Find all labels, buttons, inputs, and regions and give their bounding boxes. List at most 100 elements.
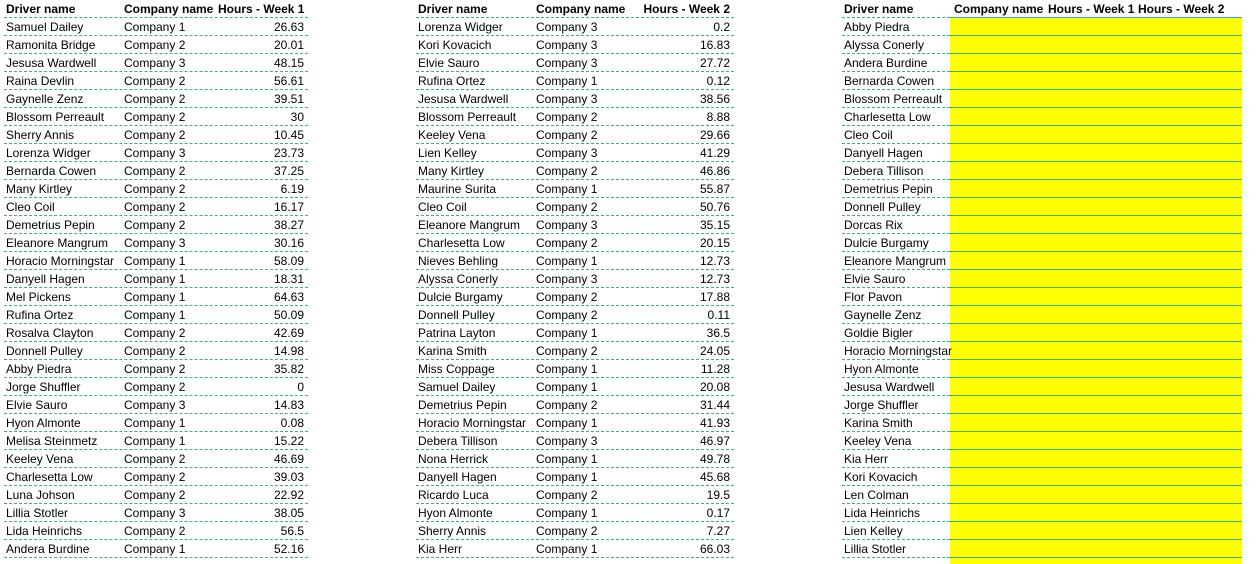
table-row[interactable]: Keeley Vena Company 2 46.69 [0,450,310,468]
hours-cell: 20.15 [699,236,730,250]
table-row[interactable]: Dulcie Burgamy [838,234,1259,252]
table-row[interactable]: Horacio Morningstar Company 1 41.93 [412,414,734,432]
table-row[interactable]: Elvie Sauro Company 3 14.83 [0,396,310,414]
table-row[interactable]: Debera Tillison [838,162,1259,180]
table-row[interactable]: Jesusa Wardwell [838,378,1259,396]
highlighted-fill-range[interactable] [950,18,1242,564]
table-row[interactable]: Eleanore Mangrum Company 3 35.15 [412,216,734,234]
table-row[interactable]: Demetrius Pepin [838,180,1259,198]
table-row[interactable]: Raina Devlin Company 2 56.61 [0,72,310,90]
table-row[interactable]: Lorenza Widger Company 3 0.2 [412,18,734,36]
table-row[interactable]: Samuel Dailey Company 1 26.63 [0,18,310,36]
table-row[interactable]: Kia Herr Company 1 66.03 [412,540,734,558]
table-row[interactable]: Danyell Hagen Company 1 18.31 [0,270,310,288]
table-row[interactable]: Nona Herrick Company 1 49.78 [412,450,734,468]
table-row[interactable]: Karina Smith Company 2 24.05 [412,342,734,360]
table-row[interactable]: Andera Burdine Company 1 52.16 [0,540,310,558]
table-row[interactable]: Keeley Vena Company 2 29.66 [412,126,734,144]
table-row[interactable]: Keeley Vena [838,432,1259,450]
table-row[interactable]: Lillia Stotler [838,540,1259,558]
table-row[interactable]: Karina Smith [838,414,1259,432]
table-row[interactable]: Debera Tillison Company 3 46.97 [412,432,734,450]
table-row[interactable]: Jesusa Wardwell Company 3 38.56 [412,90,734,108]
table-row[interactable]: Charlesetta Low [838,108,1259,126]
table-row[interactable]: Blossom Perreault Company 2 8.88 [412,108,734,126]
table-row[interactable]: Sherry Annis Company 2 7.27 [412,522,734,540]
table-row[interactable]: Lien Kelley Company 3 41.29 [412,144,734,162]
table-row[interactable]: Lillia Stotler Company 3 38.05 [0,504,310,522]
table-row[interactable]: Lien Kelley [838,522,1259,540]
table-row[interactable]: Alyssa Conerly [838,36,1259,54]
table-row[interactable]: Many Kirtley Company 2 6.19 [0,180,310,198]
table-row[interactable]: Abby Piedra [838,18,1259,36]
header-row: Driver name Company name Hours - Week 1 [0,0,310,18]
table-row[interactable]: Horacio Morningstar [838,342,1259,360]
table-row[interactable]: Jesusa Wardwell Company 3 48.15 [0,54,310,72]
table-row[interactable]: Many Kirtley Company 2 46.86 [412,162,734,180]
row-gridline [416,215,734,216]
table-row[interactable]: Donnell Pulley Company 2 14.98 [0,342,310,360]
table-row[interactable]: Andera Burdine [838,54,1259,72]
table-row[interactable]: Miss Coppage Company 1 11.28 [412,360,734,378]
table-row[interactable]: Rufina Ortez Company 1 0.12 [412,72,734,90]
table-row[interactable]: Kia Herr [838,450,1259,468]
company-name-cell: Company 1 [536,326,598,340]
driver-name-cell: Samuel Dailey [6,20,84,34]
table-row[interactable]: Gaynelle Zenz Company 2 39.51 [0,90,310,108]
table-row[interactable]: Hyon Almonte Company 1 0.17 [412,504,734,522]
table-row[interactable]: Eleanore Mangrum Company 3 30.16 [0,234,310,252]
table-row[interactable]: Melisa Steinmetz Company 1 15.22 [0,432,310,450]
table-row[interactable]: Flor Pavon [838,288,1259,306]
table-row[interactable]: Ramonita Bridge Company 2 20.01 [0,36,310,54]
table-row[interactable]: Sherry Annis Company 2 10.45 [0,126,310,144]
table-row[interactable]: Horacio Morningstar Company 1 58.09 [0,252,310,270]
table-row[interactable]: Blossom Perreault Company 2 30 [0,108,310,126]
table-row[interactable]: Nieves Behling Company 1 12.73 [412,252,734,270]
table-row[interactable]: Kori Kovacich [838,468,1259,486]
table-row[interactable]: Luna Johson Company 2 22.92 [0,486,310,504]
table-row[interactable]: Rosalva Clayton Company 2 42.69 [0,324,310,342]
table-row[interactable]: Elvie Sauro [838,270,1259,288]
row-gridline [950,413,1242,414]
table-row[interactable]: Jorge Shuffler [838,396,1259,414]
table-row[interactable]: Danyell Hagen Company 1 45.68 [412,468,734,486]
table-row[interactable]: Dulcie Burgamy Company 2 17.88 [412,288,734,306]
table-row[interactable]: Charlesetta Low Company 2 39.03 [0,468,310,486]
table-row[interactable]: Cleo Coil Company 2 16.17 [0,198,310,216]
table-row[interactable]: Rufina Ortez Company 1 50.09 [0,306,310,324]
table-row[interactable]: Jorge Shuffler Company 2 0 [0,378,310,396]
table-row[interactable]: Donnell Pulley Company 2 0.11 [412,306,734,324]
table-row[interactable]: Elvie Sauro Company 3 27.72 [412,54,734,72]
table-row[interactable]: Maurine Surita Company 1 55.87 [412,180,734,198]
row-gridline [416,557,734,558]
table-row[interactable]: Alyssa Conerly Company 3 12.73 [412,270,734,288]
table-row[interactable]: Lorenza Widger Company 3 23.73 [0,144,310,162]
table-row[interactable]: Lida Heinrichs Company 2 56.5 [0,522,310,540]
table-row[interactable]: Bernarda Cowen [838,72,1259,90]
table-row[interactable]: Blossom Perreault [838,90,1259,108]
table-row[interactable]: Goldie Bigler [838,324,1259,342]
row-gridline [842,395,950,396]
table-row[interactable]: Donnell Pulley [838,198,1259,216]
table-row[interactable]: Ricardo Luca Company 2 19.5 [412,486,734,504]
table-row[interactable]: Abby Piedra Company 2 35.82 [0,360,310,378]
table-row[interactable]: Kori Kovacich Company 3 16.83 [412,36,734,54]
table-row[interactable]: Hyon Almonte Company 1 0.08 [0,414,310,432]
table-row[interactable]: Demetrius Pepin Company 2 31.44 [412,396,734,414]
table-row[interactable]: Dorcas Rix [838,216,1259,234]
table-row[interactable]: Gaynelle Zenz [838,306,1259,324]
table-row[interactable]: Mel Pickens Company 1 64.63 [0,288,310,306]
table-row[interactable]: Cleo Coil [838,126,1259,144]
table-row[interactable]: Eleanore Mangrum [838,252,1259,270]
table-row[interactable]: Demetrius Pepin Company 2 38.27 [0,216,310,234]
table-row[interactable]: Cleo Coil Company 2 50.76 [412,198,734,216]
table-row[interactable]: Charlesetta Low Company 2 20.15 [412,234,734,252]
table-row[interactable]: Lida Heinrichs [838,504,1259,522]
table-row[interactable]: Len Colman [838,486,1259,504]
table-row[interactable]: Patrina Layton Company 1 36.5 [412,324,734,342]
table-row[interactable]: Bernarda Cowen Company 2 37.25 [0,162,310,180]
table-row[interactable]: Samuel Dailey Company 1 20.08 [412,378,734,396]
table-row[interactable]: Danyell Hagen [838,144,1259,162]
column-header: Company name [536,2,626,16]
table-row[interactable]: Hyon Almonte [838,360,1259,378]
